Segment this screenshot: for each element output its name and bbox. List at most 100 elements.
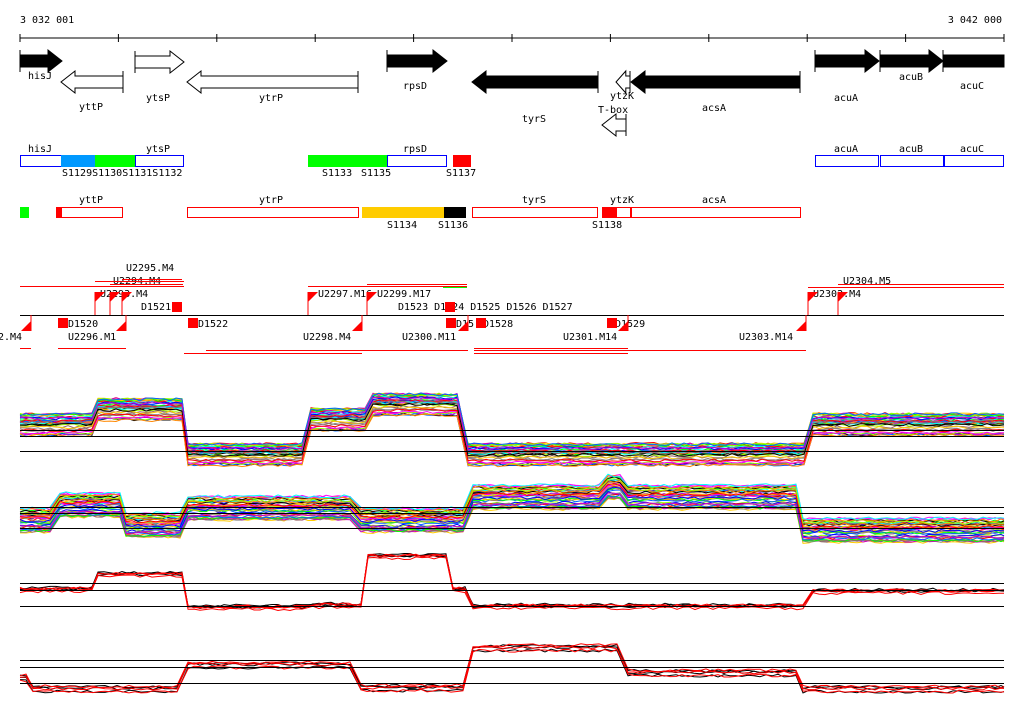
gene-arrow-icon[interactable] — [60, 69, 124, 95]
tu-label[interactable]: U2302.M4 — [813, 289, 861, 300]
gene-arrow-icon[interactable] — [186, 69, 359, 95]
tu-label[interactable]: D1529 — [615, 319, 645, 330]
segment-label: yttP — [79, 195, 103, 206]
segment-box[interactable] — [472, 207, 598, 218]
coordinate-ruler: 3 032 001 3 042 000 — [19, 15, 1005, 42]
tu-label[interactable]: D1522 — [198, 319, 228, 330]
segment-box[interactable] — [880, 155, 944, 167]
gene-arrow-icon[interactable] — [471, 69, 599, 95]
segment-box[interactable] — [56, 207, 62, 218]
gene-label-ytzK[interactable]: ytzK — [610, 91, 634, 102]
expression-profile-line — [19, 644, 1005, 689]
segment-box[interactable] — [444, 207, 466, 218]
segment-box[interactable] — [20, 155, 62, 167]
segment-id: S1134 — [387, 220, 417, 231]
minus-strand-segments: yttP ytrP tyrS ytzK acsA S1134 S1136 S11… — [20, 195, 801, 231]
profile-panel-2 — [19, 473, 1005, 544]
expression-profile-line — [19, 648, 1005, 694]
tu-label[interactable]: U2295.M4 — [126, 263, 174, 274]
segment-id: S1137 — [446, 168, 476, 179]
transcription-unit-track: U2293.M4 U2294.M4 U2295.M4 D1521 U2297.M… — [0, 263, 1004, 354]
segment-box[interactable] — [602, 207, 617, 218]
gene-label-acuA[interactable]: acuA — [834, 93, 858, 104]
gene-track: hisJ yttP ytsP ytrP rpsD tyrS ytzK T-box… — [19, 48, 1005, 138]
segment-box[interactable] — [20, 207, 29, 218]
tu-start-flag-icon — [95, 292, 105, 302]
segment-box[interactable] — [56, 207, 123, 218]
expression-profile-line — [19, 554, 1005, 610]
tu-label[interactable]: U2304.M5 — [843, 276, 891, 287]
expression-profile-line — [19, 553, 1005, 608]
expression-profile-line — [19, 413, 1005, 468]
tu-start-flag-icon — [122, 292, 132, 302]
gene-label-acuB[interactable]: acuB — [899, 72, 923, 83]
gene-label-acuC[interactable]: acuC — [960, 81, 984, 92]
segment-box[interactable] — [308, 155, 387, 167]
tu-label[interactable]: U2298.M4 — [303, 332, 351, 343]
expression-profile-line — [19, 402, 1005, 457]
profile-panel-1 — [19, 392, 1005, 468]
expression-profile-line — [19, 553, 1005, 609]
tu-label[interactable]: 2.M4 — [0, 332, 22, 343]
segment-label: acuB — [899, 144, 923, 155]
tu-start-flag-icon — [308, 292, 318, 302]
tu-label[interactable]: D1521 — [141, 302, 171, 313]
expression-profile-line — [19, 478, 1005, 525]
segment-box[interactable] — [362, 207, 444, 218]
gene-label-tbox[interactable]: T-box — [598, 105, 628, 116]
segment-box[interactable] — [631, 207, 801, 218]
segment-id: S1138 — [592, 220, 622, 231]
gene-arrow-icon[interactable] — [134, 49, 185, 75]
segment-box[interactable] — [135, 155, 184, 167]
segment-box[interactable] — [453, 155, 471, 167]
segment-box[interactable] — [187, 207, 359, 218]
tu-end-flag-icon — [618, 321, 628, 331]
tu-label[interactable]: U2297.M16 — [318, 289, 372, 300]
tu-boundary-box — [476, 318, 486, 328]
gene-arrow-icon[interactable] — [942, 54, 1005, 68]
expression-profile-line — [19, 643, 1005, 689]
segment-label: acuC — [960, 144, 984, 155]
gene-arrow-icon[interactable] — [879, 48, 944, 74]
tu-label[interactable]: U2300.M11 — [402, 332, 456, 343]
tu-label[interactable]: D1523 D1524 D1525 D1526 D1527 — [398, 302, 573, 313]
segment-box[interactable] — [944, 155, 1004, 167]
segment-label: ytrP — [259, 195, 283, 206]
expression-profile-line — [19, 490, 1005, 538]
tu-label[interactable]: D1520 — [68, 319, 98, 330]
gene-label-hisJ[interactable]: hisJ — [28, 71, 52, 82]
gene-label-yttP[interactable]: yttP — [79, 102, 103, 113]
tu-end-flag-icon — [352, 321, 362, 331]
tu-label[interactable]: U2299.M17 — [377, 289, 431, 300]
gene-arrow-icon[interactable] — [19, 48, 63, 74]
gene-arrow-icon[interactable] — [601, 112, 627, 138]
expression-profile-line — [19, 396, 1005, 451]
gene-arrow-icon[interactable] — [630, 69, 801, 95]
segment-id: S1129S1130S1131S1132 — [62, 168, 182, 179]
tu-end-flag-icon — [21, 321, 31, 331]
segment-id: S1135 — [361, 168, 391, 179]
gene-label-rpsD[interactable]: rpsD — [403, 81, 427, 92]
gene-arrow-icon[interactable] — [814, 48, 880, 74]
segment-box[interactable] — [387, 155, 447, 167]
gene-label-ytsP[interactable]: ytsP — [146, 93, 170, 104]
tu-boundary-box — [172, 302, 182, 312]
gene-arrow-icon[interactable] — [615, 69, 631, 95]
segment-box[interactable] — [61, 155, 95, 167]
tu-label[interactable]: U2296.M1 — [68, 332, 116, 343]
expression-profile-line — [19, 487, 1005, 535]
gene-label-tyrS[interactable]: tyrS — [522, 114, 546, 125]
gene-label-ytrP[interactable]: ytrP — [259, 93, 283, 104]
tu-label[interactable]: U2303.M14 — [739, 332, 793, 343]
segment-box[interactable] — [815, 155, 879, 167]
segment-box[interactable] — [95, 155, 135, 167]
tu-label[interactable]: U2301.M14 — [563, 332, 617, 343]
segment-label: tyrS — [522, 195, 546, 206]
profile-panel-3 — [19, 553, 1005, 612]
segment-label: rpsD — [403, 144, 427, 155]
gene-arrow-icon[interactable] — [386, 48, 448, 74]
tu-boundary-box — [446, 318, 456, 328]
tu-label[interactable]: D1528 — [483, 319, 513, 330]
gene-label-acsA[interactable]: acsA — [702, 103, 726, 114]
expression-profile-line — [19, 473, 1005, 521]
